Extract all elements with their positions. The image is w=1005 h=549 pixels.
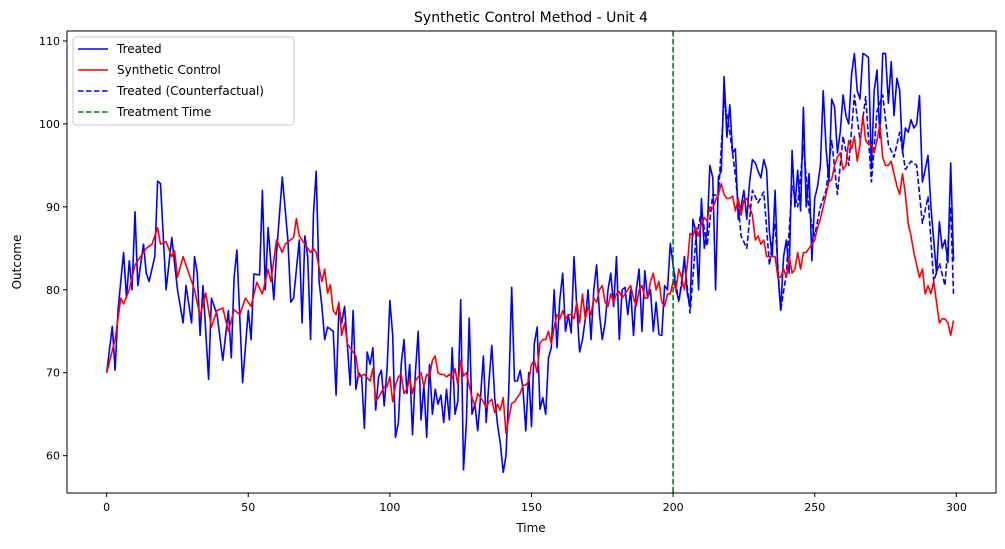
legend-entry: Synthetic Control	[117, 63, 221, 77]
x-axis: 0 50 100 150 200 250 300	[103, 493, 967, 514]
y-tick-label: 110	[39, 35, 60, 48]
x-tick-label: 300	[946, 501, 967, 514]
y-tick-label: 70	[46, 367, 60, 380]
y-axis-label: Outcome	[10, 235, 24, 290]
x-tick-label: 150	[521, 501, 542, 514]
y-tick-label: 60	[46, 450, 60, 463]
legend-entry: Treated	[116, 42, 162, 56]
y-axis: 60 70 80 90 100 110	[39, 35, 67, 463]
y-tick-label: 80	[46, 284, 60, 297]
series-line-treated-counterfactual	[672, 94, 955, 314]
x-tick-label: 200	[663, 501, 684, 514]
series-line-treated	[105, 52, 955, 474]
legend-box	[72, 36, 295, 126]
y-tick-label: 100	[39, 118, 60, 131]
legend: Treated Synthetic Control Treated (Counter…	[72, 36, 295, 126]
x-tick-label: 0	[103, 501, 110, 514]
plot-area	[105, 31, 955, 493]
x-tick-label: 100	[379, 501, 400, 514]
x-axis-label: Time	[515, 521, 545, 535]
y-tick-label: 90	[46, 201, 60, 214]
chart-title: Synthetic Control Method - Unit 4	[414, 10, 648, 26]
series-line-synthetic-control	[105, 114, 955, 435]
legend-entry: Treatment Time	[116, 105, 211, 119]
legend-entry: Treated (Counterfactual)	[116, 84, 264, 98]
x-tick-label: 250	[804, 501, 825, 514]
x-tick-label: 50	[241, 501, 255, 514]
